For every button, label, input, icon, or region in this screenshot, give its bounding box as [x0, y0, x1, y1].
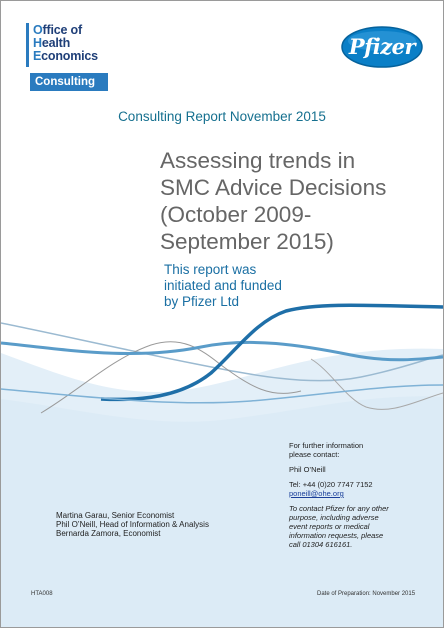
report-title-line: Assessing trends in [160, 148, 356, 173]
report-title-line: (October 2009- [160, 202, 312, 227]
report-title: Assessing trends in SMC Advice Decisions… [160, 147, 430, 255]
ohe-logo: Office of Health Economics Consulting [26, 23, 112, 95]
report-title-line: SMC Advice Decisions [160, 175, 387, 200]
pfizer-logo: Pfizer [339, 23, 425, 71]
wave-bottom-line [1, 384, 443, 404]
contact-telephone: Tel: +44 (0)20 7747 7152 [289, 480, 373, 489]
pfizer-logo-text: Pfizer [348, 34, 416, 59]
preparation-date: Date of Preparation: November 2015 [317, 591, 416, 597]
wave-light-blue-line [1, 340, 443, 362]
contact-box: For further information please contact: … [289, 441, 429, 549]
report-type-date: Consulting Report November 2015 [118, 109, 326, 124]
wave-background-fill-2 [1, 396, 443, 627]
wave-gray-line [40, 341, 302, 414]
funding-statement-line: initiated and funded [164, 278, 282, 293]
pfizer-logo-shape [341, 26, 423, 68]
author-entry: Bernarda Zamora, Economist [56, 529, 161, 538]
author-list: Martina Garau, Senior Economist Phil O’N… [56, 511, 209, 538]
wave-thin-line [1, 322, 443, 382]
pfizer-contact-note: To contact Pfizer for any other purpose,… [289, 504, 389, 549]
ohe-logo-line-economics: Economics [33, 49, 98, 63]
document-code: HTA008 [31, 591, 53, 597]
ohe-logo-line-health: Health [33, 36, 71, 50]
ohe-logo-consulting: Consulting [30, 73, 108, 91]
wave-dark-blue-line [100, 303, 443, 402]
report-title-line: September 2015) [160, 229, 334, 254]
ohe-logo-line-office: Office of [33, 23, 82, 37]
contact-email-link[interactable]: poneill@ohe.org [289, 489, 344, 498]
wave-gray-line [310, 358, 443, 410]
funding-statement: This report was initiated and funded by … [164, 262, 414, 310]
contact-name: Phil O’Neill [289, 465, 326, 474]
contact-intro: For further information please contact: [289, 441, 364, 459]
funding-statement-line: This report was [164, 262, 257, 277]
ohe-logo-bar [26, 23, 29, 67]
funding-statement-line: by Pfizer Ltd [164, 294, 240, 309]
author-entry: Phil O’Neill, Head of Information & Anal… [56, 520, 209, 529]
decorative-wave-graphic [1, 303, 443, 627]
author-entry: Martina Garau, Senior Economist [56, 511, 175, 520]
